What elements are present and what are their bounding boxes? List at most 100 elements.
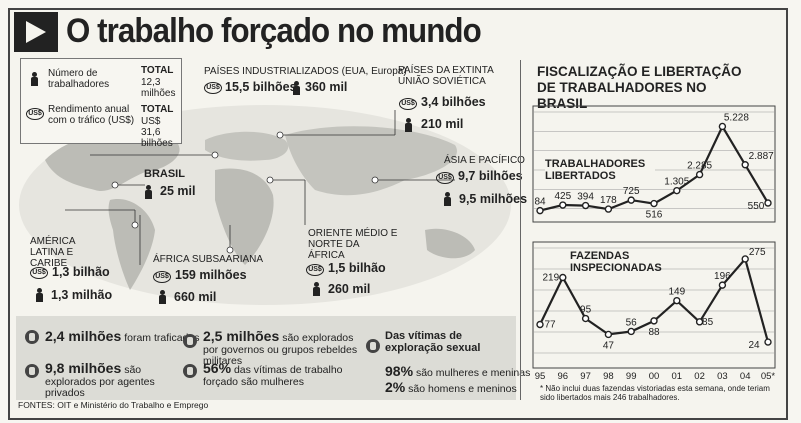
region-africa-workers: 660 mil — [174, 290, 217, 304]
data-label: 196 — [714, 271, 731, 282]
region-latam-workers: 1,3 milhão — [51, 288, 113, 302]
legend-workers-label: Número de trabalhadores — [48, 68, 110, 90]
data-label: 56 — [626, 317, 638, 328]
data-point — [536, 320, 544, 329]
money-icon: US$ — [399, 98, 417, 110]
legend-workers-total-label: TOTAL — [141, 65, 174, 76]
data-label: 77 — [544, 320, 556, 331]
fact-private-text: são explorados por agentes privados — [45, 364, 155, 400]
tick-label: 98 — [603, 371, 614, 380]
region-latam-revenue: 1,3 bilhão — [52, 265, 110, 279]
data-label: 24 — [748, 340, 760, 351]
data-label: 550 — [748, 201, 765, 212]
chart-frame — [532, 241, 776, 369]
data-point — [604, 205, 613, 213]
footnote: * Não inclui duas fazendas vistoriadas e… — [540, 384, 770, 402]
region-ussr-revenue: 3,4 bilhões — [421, 95, 486, 109]
chart-fazendas: 77 95 219 96 95 97 47 98 56 99 88 00 149 01 85 02 196 03 2… — [532, 241, 776, 380]
region-brasil-workers: 25 mil — [160, 184, 196, 198]
data-point — [604, 330, 613, 339]
money-icon: US$ — [153, 271, 171, 283]
region-brasil-name: BRASIL — [144, 168, 185, 180]
chart-title: FISCALIZAÇÃO E LIBERTAÇÃO DE TRABALHADOR… — [537, 64, 742, 112]
legend-revenue-total-value: US$ 31,6 bilhões — [141, 116, 173, 149]
person-icon — [183, 364, 197, 378]
region-latam-name: AMÉRICA LATINA E CARIBE — [30, 236, 76, 269]
person-icon — [404, 118, 413, 132]
region-asia-workers: 9,5 milhões — [459, 192, 528, 206]
data-label: 725 — [623, 186, 640, 197]
person-icon — [25, 330, 39, 344]
data-point — [650, 199, 658, 208]
data-point — [741, 161, 749, 169]
region-industrialized-workers: 360 mil — [305, 80, 348, 94]
person-icon — [25, 364, 39, 378]
tick-label: 02 — [694, 371, 705, 380]
world-map — [19, 105, 511, 305]
fact-governments-number: 2,5 milhões — [203, 328, 280, 344]
data-label: 425 — [554, 191, 571, 202]
tick-label: 99 — [626, 371, 637, 380]
data-label: 2.887 — [749, 151, 774, 162]
tick-label: 00 — [649, 371, 660, 380]
legend-workers-total-value: 12,3 milhões — [141, 77, 176, 99]
legend-box — [20, 58, 182, 144]
money-icon: US$ — [204, 82, 222, 94]
data-point — [718, 122, 727, 131]
fact-trafficked: 2,4 milhões foram traficados — [45, 328, 200, 345]
divider — [520, 60, 521, 400]
person-icon — [158, 290, 167, 304]
tick-label: 01 — [672, 371, 683, 380]
person-icon — [312, 282, 321, 296]
data-label: 95 — [580, 305, 592, 316]
data-label: 1.305 — [664, 177, 689, 188]
fact-sexual-women-number: 98% — [385, 363, 414, 379]
data-label: 47 — [603, 340, 615, 351]
data-label: 5.228 — [724, 112, 749, 123]
region-ussr-name: PAÍSES DA EXTINTA UNIÃO SOVIÉTICA — [398, 65, 494, 87]
data-point — [536, 206, 544, 215]
data-label: 219 — [542, 273, 559, 284]
region-asia-name: ÁSIA E PACÍFICO — [444, 155, 525, 166]
data-label: 394 — [577, 192, 594, 203]
data-point — [764, 199, 772, 207]
person-icon — [443, 192, 452, 206]
region-africa-revenue: 159 milhões — [175, 268, 247, 282]
data-point — [650, 317, 658, 325]
chart-libertados-title: TRABALHADORES LIBERTADOS — [545, 158, 655, 183]
tick-label: 04 — [740, 371, 751, 380]
legend-revenue-total-label: TOTAL — [141, 104, 174, 115]
data-point — [559, 273, 567, 282]
fact-sexual-men: 2% são homens e meninos — [385, 379, 517, 396]
fact-private-number: 9,8 milhões — [45, 360, 122, 376]
tick-label: 03 — [717, 371, 728, 380]
person-icon — [30, 72, 39, 86]
fact-governments-text: são explorados por governos ou grupos re… — [203, 332, 358, 368]
money-icon: US$ — [306, 264, 324, 276]
fact-trafficked-text: foram traficados — [124, 332, 200, 344]
data-point — [695, 318, 704, 326]
data-point — [718, 281, 727, 289]
page-title: O trabalho forçado no mundo — [66, 12, 482, 50]
data-point — [673, 296, 681, 305]
data-point — [673, 186, 681, 195]
fact-trafficked-number: 2,4 milhões — [45, 328, 122, 344]
facts-panel — [16, 316, 516, 400]
play-arrow-icon — [14, 12, 58, 52]
data-label: 516 — [646, 210, 663, 221]
tick-label: 96 — [558, 371, 569, 380]
fact-women: 56% das vítimas de trabalho forçado são … — [203, 360, 348, 388]
region-mena-name: ORIENTE MÉDIO E NORTE DA ÁFRICA — [308, 228, 398, 261]
person-icon — [35, 288, 44, 302]
chart-frame — [532, 105, 776, 223]
fact-women-text: das vítimas de trabalho forçado são mulh… — [203, 364, 343, 388]
data-point — [764, 338, 772, 346]
region-industrialized-name: PAÍSES INDUSTRIALIZADOS (EUA, Europa) — [204, 66, 407, 77]
person-icon — [183, 334, 197, 348]
data-label: 275 — [749, 247, 766, 258]
region-africa-name: ÁFRICA SUBSAARIANA — [153, 254, 264, 265]
fact-sexual-heading: Das vítimas de exploração sexual — [385, 330, 481, 355]
person-icon — [292, 81, 301, 95]
tick-label: 05* — [761, 371, 776, 380]
